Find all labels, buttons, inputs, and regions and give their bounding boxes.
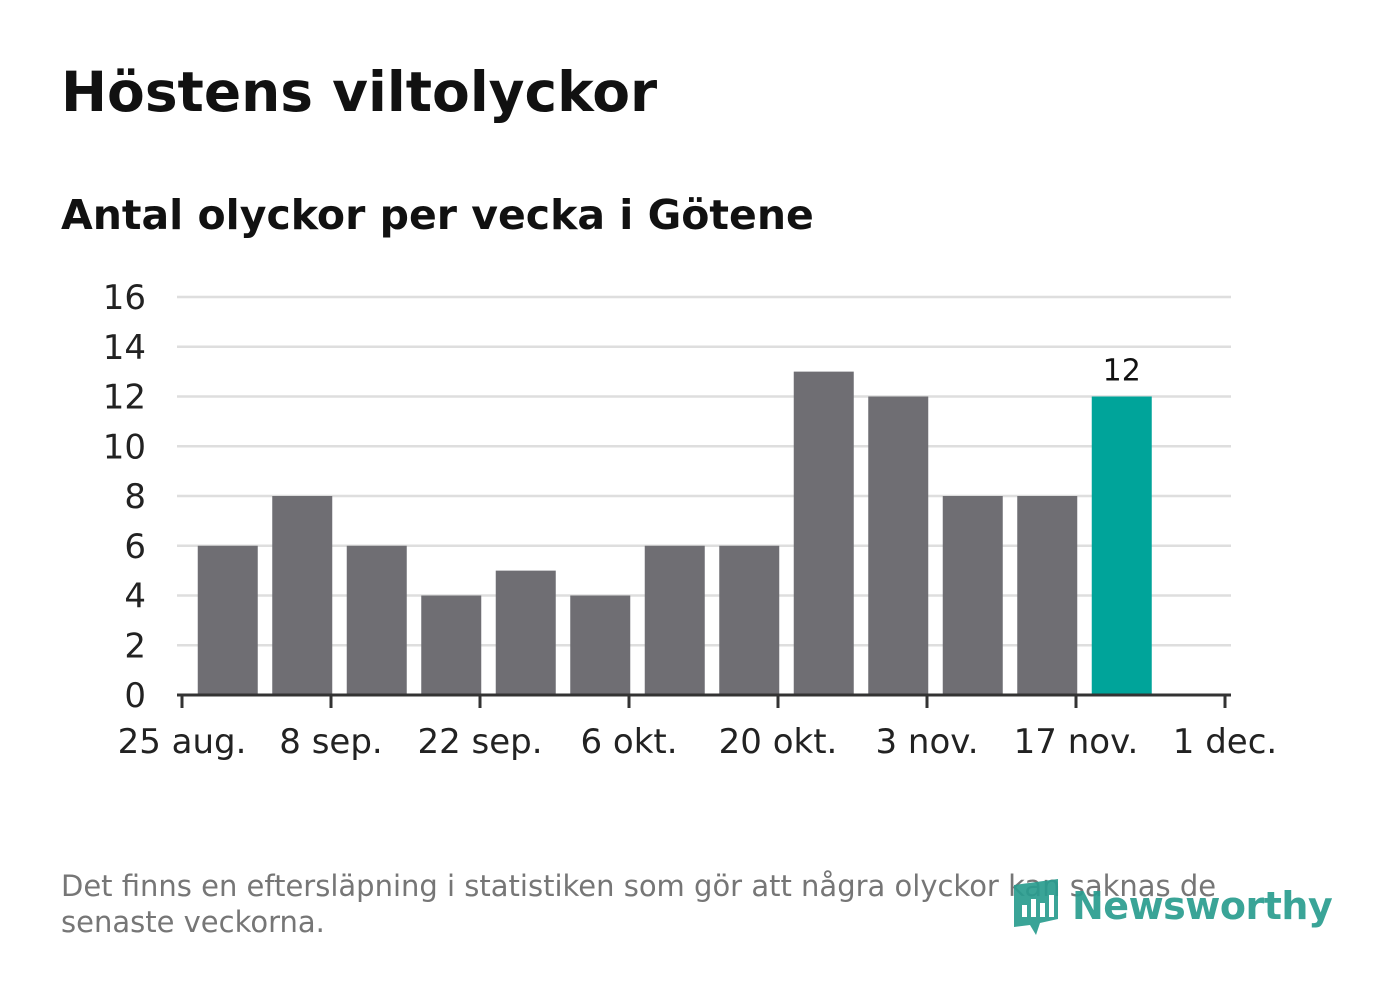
bar xyxy=(346,545,407,695)
x-tick-label: 8 sep. xyxy=(279,722,382,762)
bar xyxy=(644,545,705,695)
newsworthy-logo-icon xyxy=(1014,879,1058,935)
y-tick-label: 6 xyxy=(124,527,146,567)
y-tick-label: 4 xyxy=(124,577,146,617)
chart-title: Höstens viltolyckor xyxy=(61,60,658,124)
chart-subtitle: Antal olyckor per vecka i Götene xyxy=(61,191,814,239)
y-tick-label: 10 xyxy=(103,427,146,467)
x-tick-label: 17 nov. xyxy=(1014,722,1139,762)
y-tick-label: 8 xyxy=(124,477,146,517)
value-label: 12 xyxy=(1103,354,1141,389)
newsworthy-logo-text: Newsworthy xyxy=(1072,884,1333,928)
y-tick-label: 16 xyxy=(103,278,146,318)
bar xyxy=(495,570,556,695)
bar xyxy=(197,545,258,695)
bar xyxy=(272,496,333,695)
x-tick-label: 20 okt. xyxy=(719,722,838,762)
x-tick-label: 1 dec. xyxy=(1173,722,1277,762)
bar xyxy=(868,396,929,695)
newsworthy-logo: Newsworthy xyxy=(1010,875,1333,937)
bar xyxy=(1017,496,1078,695)
x-tick-label: 22 sep. xyxy=(417,722,542,762)
x-tick-label: 25 aug. xyxy=(118,722,247,762)
bar xyxy=(570,595,631,695)
y-tick-label: 14 xyxy=(103,328,146,368)
bar xyxy=(793,371,854,695)
y-tick-label: 0 xyxy=(124,676,146,716)
x-tick-label: 3 nov. xyxy=(875,722,978,762)
bar xyxy=(421,595,482,695)
x-tick-label: 6 okt. xyxy=(580,722,677,762)
value-label-halo: 12 xyxy=(1103,354,1141,389)
bar xyxy=(719,545,780,695)
bar xyxy=(1091,396,1152,695)
bar xyxy=(942,496,1003,695)
y-tick-label: 2 xyxy=(124,626,146,666)
y-tick-label: 12 xyxy=(103,378,146,418)
